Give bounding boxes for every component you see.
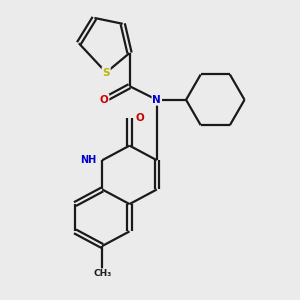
Text: O: O xyxy=(135,113,144,123)
Text: CH₃: CH₃ xyxy=(93,269,111,278)
Text: O: O xyxy=(100,95,109,105)
Text: S: S xyxy=(102,68,110,77)
Text: N: N xyxy=(152,95,161,105)
Text: NH: NH xyxy=(80,155,96,165)
